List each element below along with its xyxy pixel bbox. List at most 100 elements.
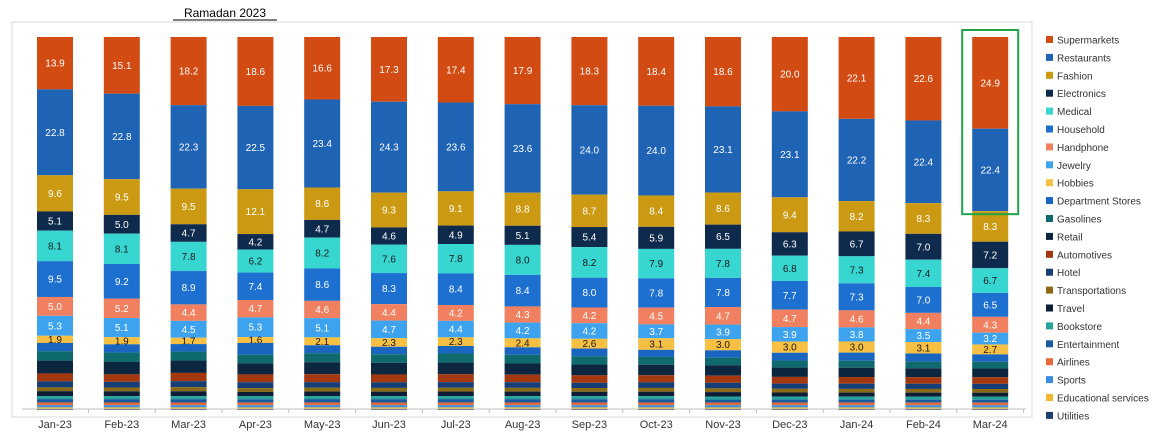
data-label-fashion-nov-23: 8.6: [716, 204, 730, 215]
data-label-supermarkets-jun-23: 17.3: [379, 65, 399, 76]
x-tick-label-aug-23: Aug-23: [505, 419, 540, 431]
bar-segment-restaurants-jul-23: [437, 102, 474, 192]
legend-label-transportations: Transportations: [1057, 286, 1126, 297]
bar-segment-restaurants-feb-24: [905, 120, 942, 204]
data-label-electronics-oct-23: 5.9: [649, 233, 663, 244]
bar-segment-department-stores-jan-23: [37, 342, 73, 352]
legend-swatch-automotives: [1046, 250, 1053, 258]
bar-segment-electronics-jul-23: [437, 225, 474, 245]
bar-segment-handphone-oct-23: [638, 307, 675, 325]
data-label-handphone-mar-23: 4.4: [182, 308, 196, 319]
bar-segment-gasolines-apr-23: [237, 354, 274, 364]
bar-segment-airlines-may-23: [304, 402, 341, 406]
bar-segment-bookstore-jun-23: [371, 396, 407, 400]
bar-segment-bookstore-mar-24: [972, 396, 1009, 400]
bar-segment-gasolines-feb-23: [103, 352, 140, 362]
bar-segment-gasolines-jan-24: [838, 360, 875, 368]
bar-segment-bookstore-jul-23: [437, 396, 474, 400]
bar-segment-jewelry-jun-23: [371, 320, 407, 339]
bar-segment-medical-jun-23: [371, 244, 407, 274]
bar-segment-handphone-may-23: [304, 300, 341, 319]
bar-segment-automotives-feb-23: [103, 374, 140, 382]
legend-swatch-sports: [1046, 376, 1053, 384]
bar-segment-retail-feb-23: [103, 361, 140, 375]
data-label-fashion-jan-24: 8.2: [850, 212, 864, 223]
data-label-handphone-jul-23: 4.2: [449, 308, 463, 319]
bar-segment-hobbies-feb-23: [103, 337, 140, 345]
legend-label-hobbies: Hobbies: [1057, 179, 1094, 190]
bar-segment-supermarkets-dec-23: [771, 37, 808, 112]
bar-segment-transportations-may-23: [304, 387, 341, 392]
bar-segment-household-jun-23: [371, 273, 407, 305]
bar-segment-educational-services-aug-23: [504, 407, 541, 409]
bar-segment-automotives-feb-24: [905, 377, 942, 384]
data-label-restaurants-jun-23: 24.3: [379, 143, 399, 154]
data-label-hobbies-aug-23: 2.4: [516, 338, 530, 349]
bar-segment-airlines-aug-23: [504, 402, 541, 406]
bar-segment-hotel-mar-24: [972, 383, 1009, 390]
bar-segment-electronics-may-23: [304, 219, 341, 238]
bar-segment-handphone-apr-23: [237, 299, 274, 318]
data-label-electronics-jan-24: 6.7: [850, 239, 864, 250]
data-label-electronics-feb-24: 7.0: [916, 242, 930, 253]
bar-segment-bookstore-may-23: [304, 396, 341, 400]
bar-segment-medical-jan-23: [37, 230, 73, 262]
bar-segment-household-nov-23: [705, 277, 741, 308]
data-label-restaurants-oct-23: 24.0: [646, 146, 666, 157]
data-label-restaurants-dec-23: 23.1: [780, 150, 800, 161]
bar-segment-automotives-may-23: [304, 374, 341, 383]
bar-segment-electronics-mar-24: [972, 241, 1009, 269]
bar-segment-jewelry-oct-23: [638, 324, 675, 339]
data-label-electronics-jun-23: 4.6: [382, 232, 396, 243]
bar-segment-department-stores-mar-23: [170, 344, 207, 352]
bar-segment-restaurants-dec-23: [771, 111, 808, 198]
bar-segment-gasolines-jan-23: [37, 351, 73, 361]
bar-segment-educational-services-nov-23: [705, 407, 741, 409]
data-label-household-jun-23: 8.3: [382, 284, 396, 295]
bar-segment-fashion-may-23: [304, 187, 341, 220]
bar-segment-medical-feb-23: [103, 233, 140, 265]
x-axis: Jan-23 Feb-23 Mar-23 Apr-23 May-23 Jun-23 Jul-…: [22, 408, 1026, 431]
data-label-medical-jan-23: 8.1: [48, 241, 62, 252]
bar-segment-household-jan-24: [838, 283, 875, 311]
bar-segment-household-may-23: [304, 268, 341, 301]
legend-swatch-handphone: [1046, 143, 1053, 151]
bar-segment-retail-aug-23: [504, 363, 541, 375]
bar-segment-fashion-feb-24: [905, 203, 942, 234]
bar-segment-hobbies-aug-23: [504, 338, 541, 348]
data-label-restaurants-feb-23: 22.8: [112, 132, 132, 143]
data-label-electronics-mar-24: 7.2: [983, 250, 997, 261]
bar-segment-restaurants-feb-23: [103, 93, 140, 180]
data-label-fashion-mar-23: 9.5: [182, 202, 196, 213]
bar-segment-fashion-nov-23: [705, 192, 741, 225]
bar-segment-gasolines-nov-23: [705, 357, 741, 366]
bar-segment-household-feb-23: [103, 264, 140, 299]
bar-segment-travel-jan-23: [37, 391, 73, 397]
bar-segment-hotel-apr-23: [237, 382, 274, 389]
legend-label-electronics: Electronics: [1057, 89, 1106, 100]
data-label-supermarkets-feb-24: 22.6: [914, 74, 934, 85]
data-label-hobbies-dec-23: 3.0: [783, 343, 797, 354]
bar-segment-entertainment-oct-23: [638, 399, 675, 403]
data-label-jewelry-nov-23: 3.9: [716, 327, 730, 338]
bar-segment-electronics-feb-23: [103, 214, 140, 234]
data-label-electronics-may-23: 4.7: [315, 224, 329, 235]
legend-swatch-airlines: [1046, 358, 1053, 366]
data-label-restaurants-may-23: 23.4: [312, 139, 332, 150]
bar-segment-handphone-feb-24: [905, 312, 942, 330]
data-label-fashion-feb-23: 9.5: [115, 193, 129, 204]
bar-segment-gasolines-jun-23: [371, 354, 407, 363]
data-label-medical-feb-23: 8.1: [115, 244, 129, 255]
legend: Supermarkets Restaurants Fashion Electronic…: [1046, 36, 1149, 422]
bar-segment-department-stores-mar-24: [972, 354, 1009, 362]
bar-segment-restaurants-mar-23: [170, 105, 207, 189]
data-label-fashion-jan-23: 9.6: [48, 189, 62, 200]
bar-segment-sports-may-23: [304, 405, 341, 408]
legend-label-restaurants: Restaurants: [1057, 53, 1111, 64]
data-label-jewelry-may-23: 5.1: [315, 323, 329, 334]
legend-swatch-medical: [1046, 107, 1053, 115]
bar-segment-hotel-jul-23: [437, 382, 474, 388]
data-label-supermarkets-nov-23: 18.6: [713, 67, 733, 78]
data-label-medical-mar-23: 7.8: [182, 252, 196, 263]
legend-swatch-electronics: [1046, 89, 1053, 97]
